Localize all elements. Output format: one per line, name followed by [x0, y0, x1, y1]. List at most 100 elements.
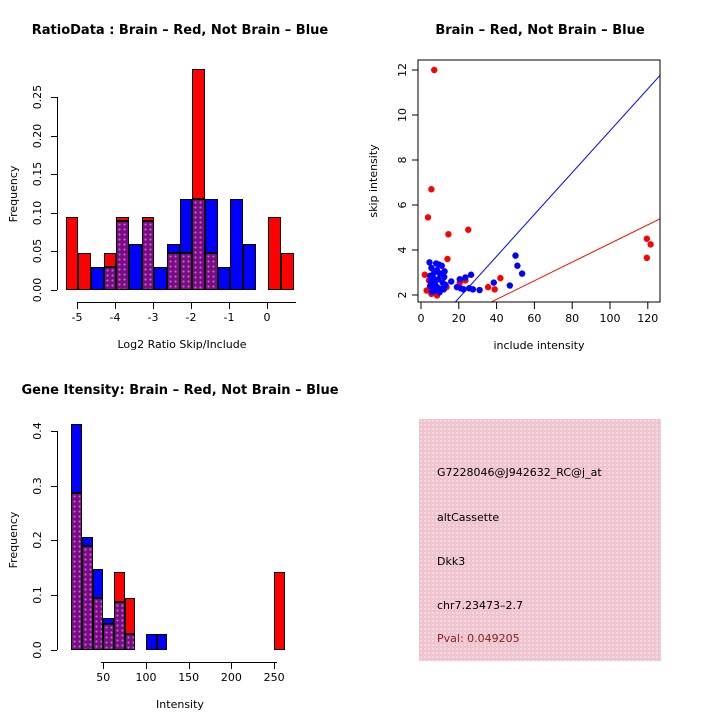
- x-axis-tick: [191, 302, 192, 309]
- y-tick-label: 6: [396, 202, 409, 209]
- hist-bar-blue: [156, 634, 168, 650]
- x-tick-label: -2: [185, 311, 197, 324]
- hist-bar-red: [113, 571, 125, 602]
- x-tick-label: -3: [147, 311, 159, 324]
- panel-gene-info: G7228046@J942632_RC@j_at altCassette Dkk…: [360, 360, 720, 720]
- hist-bar-blue: [217, 266, 231, 290]
- hist-bar-blue: [154, 266, 168, 290]
- x-axis-label: include intensity: [493, 339, 585, 352]
- data-point-blue: [426, 259, 433, 266]
- data-point-blue: [506, 282, 514, 289]
- data-point-red: [423, 287, 430, 294]
- x-tick-label: 200: [220, 671, 242, 684]
- hist-bar-red: [65, 216, 79, 290]
- scatter-title: Brain – Red, Not Brain – Blue: [435, 23, 645, 38]
- y-axis-tick: [51, 595, 57, 597]
- y-axis-tick: [51, 430, 57, 432]
- data-point-blue: [462, 274, 469, 281]
- hist-bar-blue: [167, 244, 180, 253]
- data-point-blue: [440, 286, 447, 293]
- location-text: chr7.23473–2.7: [437, 599, 524, 612]
- panel-gene-intensity-histogram: Gene Itensity: Brain – Red, Not Brain – …: [0, 360, 360, 720]
- gene-histogram-title: Gene Itensity: Brain – Red, Not Brain – …: [21, 383, 339, 398]
- x-tick-label: 60: [527, 312, 541, 325]
- y-axis-tick: [51, 135, 57, 137]
- data-point-blue: [512, 252, 519, 259]
- data-point-red: [643, 235, 651, 242]
- hist-bar-overlap: [103, 266, 117, 290]
- hist-bar-blue: [91, 266, 104, 290]
- data-point-red: [484, 283, 492, 291]
- x-axis-tick: [229, 302, 230, 309]
- hist-bar-red: [281, 252, 294, 290]
- data-point-blue: [469, 286, 477, 293]
- x-tick-label: 100: [600, 312, 621, 325]
- hist-bar-red: [274, 571, 285, 650]
- hist-bar-overlap: [192, 198, 206, 290]
- y-tick-label: 0.00: [31, 277, 44, 303]
- plot-box: [417, 59, 661, 303]
- y-axis-tick: [51, 540, 57, 542]
- data-point-blue: [428, 288, 436, 295]
- x-tick-label: 120: [637, 312, 658, 325]
- pval-text: Pval: 0.049205: [437, 632, 520, 645]
- x-tick-label: 250: [263, 671, 285, 684]
- data-point-blue: [467, 271, 475, 278]
- fit-line: [490, 218, 660, 302]
- data-point-blue: [514, 262, 521, 269]
- y-axis-label: Frequency: [7, 511, 20, 569]
- data-point-red: [465, 226, 472, 233]
- hist-bar-blue: [81, 537, 93, 546]
- hist-bar-red: [124, 597, 136, 635]
- x-axis-label: Log2 Ratio Skip/Include: [117, 338, 247, 351]
- y-axis-line: [57, 97, 58, 290]
- data-point-red: [643, 254, 651, 262]
- hist-bar-blue: [243, 244, 256, 290]
- y-axis-label: skip intensity: [367, 144, 380, 218]
- data-point-blue: [448, 278, 455, 285]
- x-tick-label: 80: [565, 312, 579, 325]
- y-tick-label: 0.3: [31, 476, 44, 495]
- panel-ratio-histogram: RatioData : Brain – Red, Not Brain – Blu…: [0, 0, 360, 360]
- x-axis-tick: [77, 302, 78, 309]
- x-tick-label: 150: [178, 671, 200, 684]
- x-axis-label: Intensity: [156, 698, 204, 711]
- y-axis-tick: [51, 174, 57, 176]
- fit-line: [454, 74, 660, 302]
- hist-bar-overlap: [113, 601, 125, 650]
- ratio-histogram-title: RatioData : Brain – Red, Not Brain – Blu…: [31, 23, 329, 38]
- hist-bar-blue: [179, 198, 193, 253]
- hist-bar-overlap: [141, 221, 155, 290]
- x-axis-line: [77, 302, 296, 303]
- x-tick-label: -4: [109, 311, 121, 324]
- gene-info-box: G7228046@J942632_RC@j_at altCassette Dkk…: [419, 419, 661, 661]
- y-tick-label: 0.0: [31, 641, 44, 659]
- hist-bar-red: [103, 252, 117, 267]
- y-axis-line: [57, 430, 58, 650]
- hist-bar-overlap: [205, 252, 218, 290]
- x-tick-label: 100: [135, 671, 157, 684]
- y-axis-tick: [51, 485, 57, 487]
- data-point-red: [497, 274, 504, 282]
- gene-intensity-histogram-plot: 50 100 150 200 250 0.0 0.1 0.2 0.3 0.4 Intensity Fr…: [0, 360, 360, 720]
- data-point-blue: [490, 279, 497, 286]
- splice-type-text: altCassette: [437, 511, 500, 524]
- data-point-blue: [460, 286, 467, 293]
- data-point-red: [647, 241, 654, 248]
- hist-bar-overlap: [71, 493, 82, 650]
- hist-bar-red: [268, 216, 282, 290]
- y-tick-label: 0.10: [31, 200, 44, 226]
- hist-bar-red: [192, 69, 206, 199]
- y-tick-label: 0.25: [31, 84, 44, 110]
- hist-bar-overlap: [81, 545, 93, 650]
- probe-id-text: G7228046@J942632_RC@j_at: [437, 466, 602, 479]
- data-point-red: [431, 66, 438, 74]
- x-tick-label: 0: [418, 312, 425, 325]
- data-point-blue: [435, 276, 442, 283]
- y-tick-label: 0.15: [31, 161, 44, 187]
- x-tick-label: 40: [490, 312, 504, 325]
- hist-bar-blue: [103, 617, 114, 624]
- data-point-red: [424, 214, 432, 221]
- y-tick-label: 0.2: [31, 531, 44, 550]
